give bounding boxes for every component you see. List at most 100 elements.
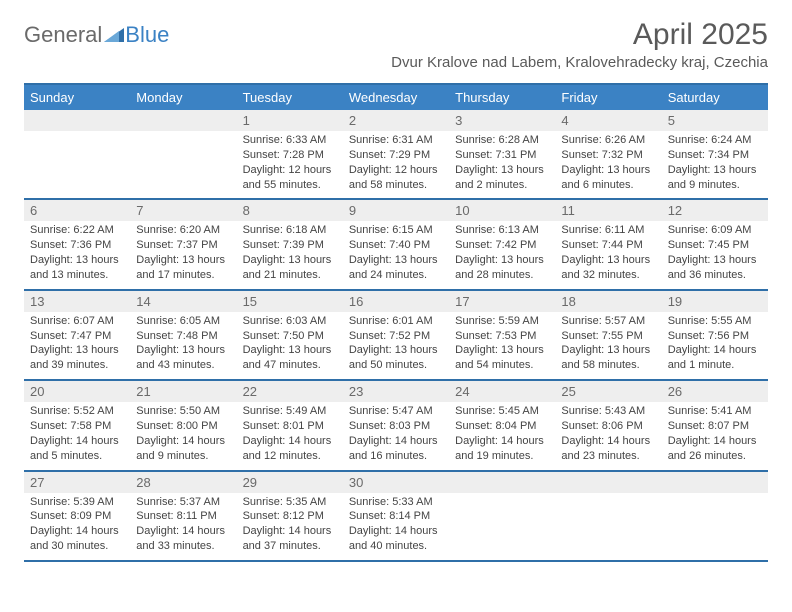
day-cell: 27Sunrise: 5:39 AMSunset: 8:09 PMDayligh… (24, 472, 130, 560)
sunset-text: Sunset: 7:29 PM (349, 148, 443, 163)
sunrise-text: Sunrise: 6:01 AM (349, 314, 443, 329)
daylight-text: Daylight: 13 hours and 47 minutes. (243, 343, 337, 373)
day-number: 29 (237, 472, 343, 493)
day-number (24, 110, 130, 131)
sunset-text: Sunset: 7:56 PM (668, 329, 762, 344)
daylight-text: Daylight: 13 hours and 43 minutes. (136, 343, 230, 373)
day-number: 3 (449, 110, 555, 131)
sunrise-text: Sunrise: 5:49 AM (243, 404, 337, 419)
sunset-text: Sunset: 7:32 PM (561, 148, 655, 163)
day-cell (24, 110, 130, 198)
day-cell: 21Sunrise: 5:50 AMSunset: 8:00 PMDayligh… (130, 381, 236, 469)
dow-tuesday: Tuesday (237, 85, 343, 110)
daylight-text: Daylight: 14 hours and 23 minutes. (561, 434, 655, 464)
day-cell (555, 472, 661, 560)
daylight-text: Daylight: 13 hours and 39 minutes. (30, 343, 124, 373)
day-info: Sunrise: 6:26 AMSunset: 7:32 PMDaylight:… (555, 131, 661, 192)
sunset-text: Sunset: 8:07 PM (668, 419, 762, 434)
daylight-text: Daylight: 14 hours and 19 minutes. (455, 434, 549, 464)
week-row: 20Sunrise: 5:52 AMSunset: 7:58 PMDayligh… (24, 381, 768, 471)
calendar-grid: Sunday Monday Tuesday Wednesday Thursday… (24, 83, 768, 562)
day-info: Sunrise: 5:47 AMSunset: 8:03 PMDaylight:… (343, 402, 449, 463)
sunset-text: Sunset: 7:37 PM (136, 238, 230, 253)
sunrise-text: Sunrise: 6:11 AM (561, 223, 655, 238)
sunrise-text: Sunrise: 5:59 AM (455, 314, 549, 329)
sunset-text: Sunset: 7:47 PM (30, 329, 124, 344)
day-cell: 23Sunrise: 5:47 AMSunset: 8:03 PMDayligh… (343, 381, 449, 469)
sunset-text: Sunset: 7:28 PM (243, 148, 337, 163)
day-info: Sunrise: 6:20 AMSunset: 7:37 PMDaylight:… (130, 221, 236, 282)
day-number: 5 (662, 110, 768, 131)
dow-thursday: Thursday (449, 85, 555, 110)
sunrise-text: Sunrise: 5:39 AM (30, 495, 124, 510)
day-info: Sunrise: 5:55 AMSunset: 7:56 PMDaylight:… (662, 312, 768, 373)
day-info: Sunrise: 6:33 AMSunset: 7:28 PMDaylight:… (237, 131, 343, 192)
sunset-text: Sunset: 8:04 PM (455, 419, 549, 434)
sunrise-text: Sunrise: 5:35 AM (243, 495, 337, 510)
day-cell: 7Sunrise: 6:20 AMSunset: 7:37 PMDaylight… (130, 200, 236, 288)
day-number: 23 (343, 381, 449, 402)
day-cell: 28Sunrise: 5:37 AMSunset: 8:11 PMDayligh… (130, 472, 236, 560)
day-number: 7 (130, 200, 236, 221)
sunset-text: Sunset: 7:40 PM (349, 238, 443, 253)
dow-sunday: Sunday (24, 85, 130, 110)
day-cell: 18Sunrise: 5:57 AMSunset: 7:55 PMDayligh… (555, 291, 661, 379)
sunrise-text: Sunrise: 6:05 AM (136, 314, 230, 329)
day-info: Sunrise: 6:28 AMSunset: 7:31 PMDaylight:… (449, 131, 555, 192)
daylight-text: Daylight: 14 hours and 37 minutes. (243, 524, 337, 554)
sunrise-text: Sunrise: 6:15 AM (349, 223, 443, 238)
day-cell: 15Sunrise: 6:03 AMSunset: 7:50 PMDayligh… (237, 291, 343, 379)
sunset-text: Sunset: 7:48 PM (136, 329, 230, 344)
day-number: 11 (555, 200, 661, 221)
day-cell: 2Sunrise: 6:31 AMSunset: 7:29 PMDaylight… (343, 110, 449, 198)
sunset-text: Sunset: 7:39 PM (243, 238, 337, 253)
day-cell: 17Sunrise: 5:59 AMSunset: 7:53 PMDayligh… (449, 291, 555, 379)
day-number: 24 (449, 381, 555, 402)
title-block: April 2025 Dvur Kralove nad Labem, Kralo… (391, 18, 768, 77)
sunset-text: Sunset: 8:09 PM (30, 509, 124, 524)
sunset-text: Sunset: 7:55 PM (561, 329, 655, 344)
day-info: Sunrise: 6:01 AMSunset: 7:52 PMDaylight:… (343, 312, 449, 373)
day-cell (449, 472, 555, 560)
week-row: 1Sunrise: 6:33 AMSunset: 7:28 PMDaylight… (24, 110, 768, 200)
daylight-text: Daylight: 13 hours and 36 minutes. (668, 253, 762, 283)
daylight-text: Daylight: 13 hours and 6 minutes. (561, 163, 655, 193)
day-info: Sunrise: 5:59 AMSunset: 7:53 PMDaylight:… (449, 312, 555, 373)
daylight-text: Daylight: 12 hours and 55 minutes. (243, 163, 337, 193)
location-text: Dvur Kralove nad Labem, Kralovehradecky … (391, 54, 768, 71)
day-number: 18 (555, 291, 661, 312)
daylight-text: Daylight: 14 hours and 12 minutes. (243, 434, 337, 464)
day-info: Sunrise: 5:37 AMSunset: 8:11 PMDaylight:… (130, 493, 236, 554)
daylight-text: Daylight: 14 hours and 9 minutes. (136, 434, 230, 464)
sunrise-text: Sunrise: 5:43 AM (561, 404, 655, 419)
daylight-text: Daylight: 14 hours and 40 minutes. (349, 524, 443, 554)
daylight-text: Daylight: 14 hours and 1 minute. (668, 343, 762, 373)
daylight-text: Daylight: 13 hours and 21 minutes. (243, 253, 337, 283)
dow-saturday: Saturday (662, 85, 768, 110)
day-info: Sunrise: 6:11 AMSunset: 7:44 PMDaylight:… (555, 221, 661, 282)
sunrise-text: Sunrise: 6:20 AM (136, 223, 230, 238)
day-number: 26 (662, 381, 768, 402)
sunrise-text: Sunrise: 6:33 AM (243, 133, 337, 148)
sunrise-text: Sunrise: 6:03 AM (243, 314, 337, 329)
daylight-text: Daylight: 13 hours and 32 minutes. (561, 253, 655, 283)
sunset-text: Sunset: 7:45 PM (668, 238, 762, 253)
day-info: Sunrise: 5:45 AMSunset: 8:04 PMDaylight:… (449, 402, 555, 463)
day-cell: 9Sunrise: 6:15 AMSunset: 7:40 PMDaylight… (343, 200, 449, 288)
day-info: Sunrise: 5:50 AMSunset: 8:00 PMDaylight:… (130, 402, 236, 463)
day-info: Sunrise: 6:05 AMSunset: 7:48 PMDaylight:… (130, 312, 236, 373)
day-number (449, 472, 555, 493)
day-info: Sunrise: 6:24 AMSunset: 7:34 PMDaylight:… (662, 131, 768, 192)
day-number: 10 (449, 200, 555, 221)
day-cell: 1Sunrise: 6:33 AMSunset: 7:28 PMDaylight… (237, 110, 343, 198)
sunset-text: Sunset: 7:42 PM (455, 238, 549, 253)
daylight-text: Daylight: 13 hours and 54 minutes. (455, 343, 549, 373)
day-number: 1 (237, 110, 343, 131)
day-number: 13 (24, 291, 130, 312)
day-number (130, 110, 236, 131)
logo-triangle-icon (104, 22, 124, 48)
day-cell: 12Sunrise: 6:09 AMSunset: 7:45 PMDayligh… (662, 200, 768, 288)
sunrise-text: Sunrise: 6:28 AM (455, 133, 549, 148)
daylight-text: Daylight: 14 hours and 16 minutes. (349, 434, 443, 464)
day-number: 17 (449, 291, 555, 312)
